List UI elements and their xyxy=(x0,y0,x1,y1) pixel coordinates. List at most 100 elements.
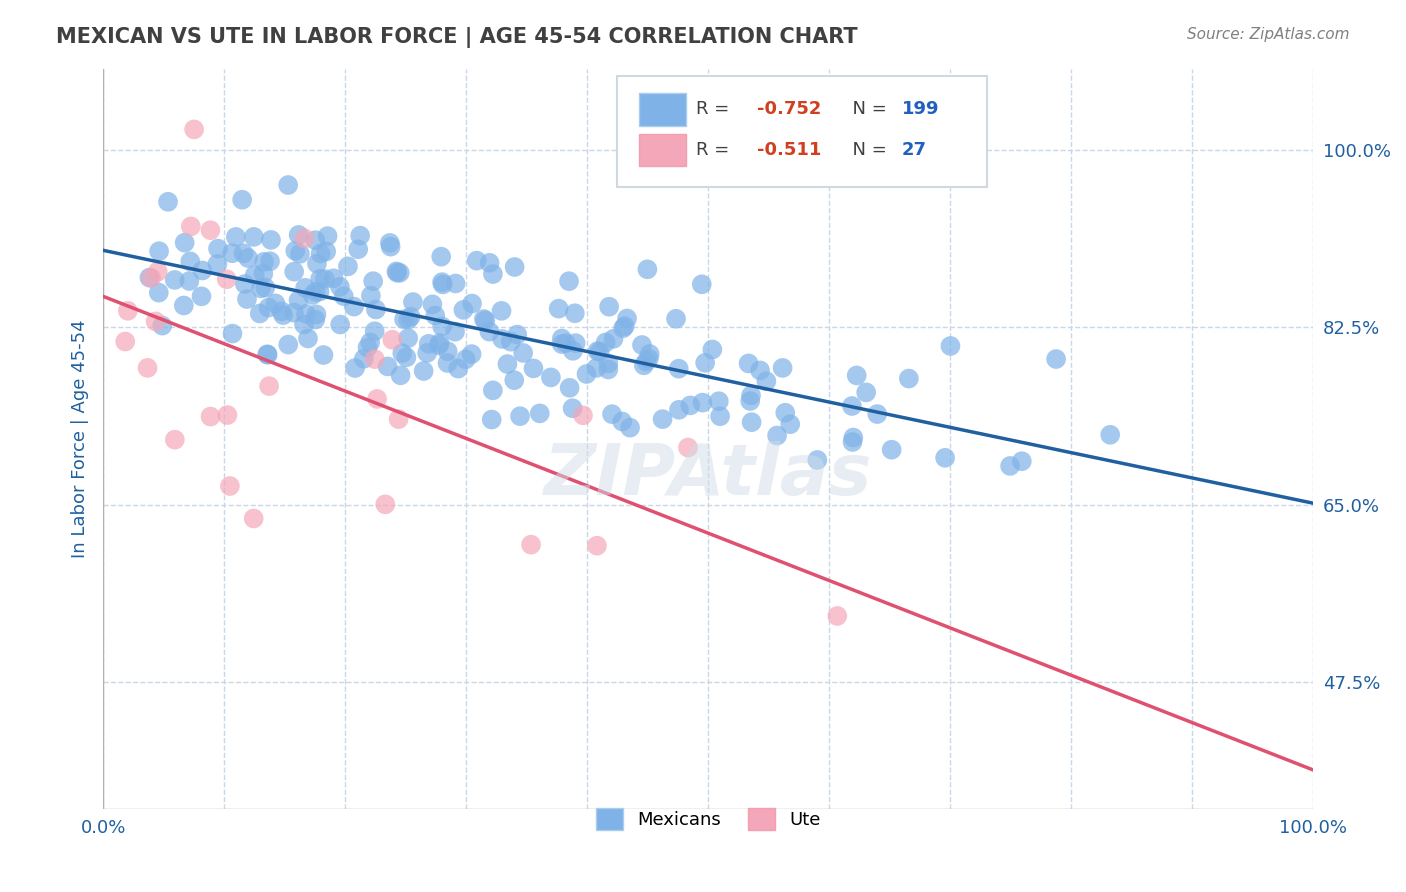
Mexicans xyxy=(221,326,243,341)
Mexicans xyxy=(380,240,402,254)
Mexicans xyxy=(329,280,352,294)
Legend: Mexicans, Ute: Mexicans, Ute xyxy=(581,794,835,845)
Mexicans xyxy=(478,256,501,270)
Mexicans xyxy=(638,347,661,361)
Mexicans xyxy=(385,266,408,280)
Ute xyxy=(219,479,242,493)
Mexicans xyxy=(233,277,256,291)
Mexicans xyxy=(271,308,294,322)
Mexicans xyxy=(616,311,638,326)
Mexicans xyxy=(260,233,283,247)
Ute xyxy=(827,609,849,624)
Mexicans xyxy=(388,266,411,280)
Mexicans xyxy=(866,407,889,421)
Ute xyxy=(180,219,202,234)
Mexicans xyxy=(432,277,454,292)
Mexicans xyxy=(361,274,384,288)
Mexicans xyxy=(668,402,690,417)
Mexicans xyxy=(305,307,328,321)
Mexicans xyxy=(389,368,412,383)
Mexicans xyxy=(363,324,385,338)
Mexicans xyxy=(558,274,581,288)
Mexicans xyxy=(150,318,173,333)
Mexicans xyxy=(598,300,620,314)
Mexicans xyxy=(482,267,505,281)
Mexicans xyxy=(360,288,382,302)
Mexicans xyxy=(264,296,287,310)
Mexicans xyxy=(236,251,259,265)
Mexicans xyxy=(283,265,305,279)
Mexicans xyxy=(316,229,339,244)
Mexicans xyxy=(243,230,266,244)
Mexicans xyxy=(472,312,495,326)
Mexicans xyxy=(665,311,688,326)
Mexicans xyxy=(636,262,658,277)
Mexicans xyxy=(396,312,419,326)
Mexicans xyxy=(301,288,323,302)
Mexicans xyxy=(305,257,328,271)
Mexicans xyxy=(444,325,467,339)
Mexicans xyxy=(631,338,654,352)
Mexicans xyxy=(304,312,326,326)
Mexicans xyxy=(315,244,337,259)
Ute xyxy=(257,379,280,393)
Mexicans xyxy=(356,341,378,355)
Mexicans xyxy=(294,281,316,295)
Mexicans xyxy=(454,352,477,367)
Mexicans xyxy=(179,274,201,288)
Mexicans xyxy=(308,285,330,299)
FancyBboxPatch shape xyxy=(640,134,686,166)
Mexicans xyxy=(506,327,529,342)
Mexicans xyxy=(465,253,488,268)
Mexicans xyxy=(157,194,180,209)
Mexicans xyxy=(551,332,574,346)
Mexicans xyxy=(329,318,352,332)
Ute xyxy=(136,360,159,375)
Mexicans xyxy=(353,351,375,366)
Mexicans xyxy=(779,417,801,432)
Mexicans xyxy=(855,385,877,400)
Text: R =: R = xyxy=(696,141,735,159)
Mexicans xyxy=(436,344,458,359)
Mexicans xyxy=(575,367,598,381)
Mexicans xyxy=(430,250,453,264)
Y-axis label: In Labor Force | Age 45-54: In Labor Force | Age 45-54 xyxy=(72,319,89,558)
Ute xyxy=(163,433,186,447)
Mexicans xyxy=(598,356,620,370)
Mexicans xyxy=(429,335,451,350)
Mexicans xyxy=(309,272,332,286)
Mexicans xyxy=(482,384,505,398)
Mexicans xyxy=(173,235,195,250)
Mexicans xyxy=(772,360,794,375)
Ute xyxy=(388,412,411,426)
Text: 27: 27 xyxy=(901,141,927,159)
Mexicans xyxy=(288,247,311,261)
Mexicans xyxy=(427,338,450,352)
Ute xyxy=(374,497,396,511)
Mexicans xyxy=(845,368,868,383)
Mexicans xyxy=(841,399,863,413)
Mexicans xyxy=(436,356,458,370)
Ute xyxy=(200,223,222,237)
Mexicans xyxy=(481,412,503,426)
Mexicans xyxy=(322,271,344,285)
Mexicans xyxy=(602,332,624,346)
Mexicans xyxy=(585,360,607,375)
Mexicans xyxy=(444,277,467,291)
Mexicans xyxy=(503,260,526,274)
Mexicans xyxy=(256,347,278,361)
Ute xyxy=(242,511,264,525)
Mexicans xyxy=(277,178,299,192)
Mexicans xyxy=(173,298,195,312)
Mexicans xyxy=(692,395,714,409)
Mexicans xyxy=(555,336,578,351)
Mexicans xyxy=(600,407,623,421)
Mexicans xyxy=(284,244,307,258)
Mexicans xyxy=(295,307,318,321)
Mexicans xyxy=(430,319,453,334)
Mexicans xyxy=(806,453,828,467)
Mexicans xyxy=(998,458,1021,473)
FancyBboxPatch shape xyxy=(617,76,987,187)
Mexicans xyxy=(422,297,444,311)
Mexicans xyxy=(257,301,280,315)
